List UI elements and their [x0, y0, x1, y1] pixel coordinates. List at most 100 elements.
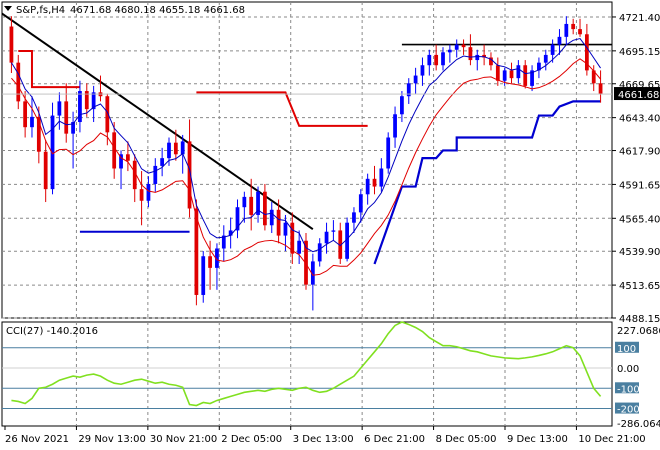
main-pane[interactable] [1, 1, 613, 319]
candle-body [235, 207, 240, 231]
time-tick-label: 30 Nov 21:00 [150, 434, 217, 445]
candle-body [413, 75, 418, 84]
price-tick-label: 4721.40 [619, 13, 660, 24]
candle-body [16, 62, 21, 102]
candle-body [78, 91, 82, 123]
candle-body [317, 243, 322, 262]
candle-body [482, 54, 486, 58]
candle-body [126, 154, 130, 161]
candle-body [310, 261, 315, 285]
candle-body [352, 212, 356, 223]
candle-body [228, 230, 233, 236]
candle-body [571, 23, 576, 30]
candle-body [283, 222, 288, 236]
cci-line [11, 321, 602, 407]
candle-body [249, 196, 254, 215]
price-tick-label: 4695.15 [619, 47, 660, 58]
cci-tick-label: 0.00 [617, 364, 639, 375]
candle-body [180, 141, 185, 155]
candle-body [379, 168, 384, 187]
candle-body [146, 183, 151, 201]
candle-body [242, 196, 247, 208]
price-axis: 4721.40 4695.15 4669.65 4643.40 4617.90 4591.… [2, 13, 660, 325]
candle-body [537, 62, 541, 71]
candle-body [112, 132, 117, 169]
candle-body [263, 191, 267, 226]
candle-body [400, 96, 404, 115]
candle-body [57, 101, 62, 116]
cci-tick-label: 227.0686 [617, 326, 660, 337]
step-lower-line [373, 100, 601, 265]
time-tick-label: 26 Nov 2021 [5, 434, 69, 445]
candle-body [256, 191, 260, 215]
candle-body [153, 165, 158, 184]
ma-slow-line [11, 58, 601, 276]
candle-body [43, 151, 48, 190]
candle-body [208, 256, 212, 268]
candle-body [468, 47, 473, 61]
ma-fast-line [11, 37, 601, 253]
price-tick-label: 4617.90 [619, 147, 660, 158]
candle-body [386, 137, 391, 169]
candle-body [550, 44, 555, 55]
candle-body [215, 248, 219, 268]
candle-body [50, 115, 55, 190]
current-price-label: 4661.68 [618, 90, 659, 101]
candle-body [290, 222, 295, 254]
candle-body [276, 209, 281, 236]
candle-body [201, 256, 206, 295]
step-upper-line [18, 50, 80, 89]
candle-body [84, 91, 89, 110]
candle-body [91, 92, 96, 110]
candle-body [324, 231, 329, 244]
candle-body [105, 96, 110, 133]
candle-body [64, 101, 69, 134]
current-price-box [614, 87, 660, 101]
time-tick-label: 6 Dec 21:00 [364, 434, 425, 445]
candle-body [167, 142, 171, 159]
candle-body [447, 49, 452, 53]
cci-title: CCI(27) -140.2016 [6, 326, 98, 337]
candle-body [427, 54, 432, 66]
cci-pane[interactable]: CCI(27) -140.2016 [1, 321, 613, 427]
chart-header: S&P,fs,H4 4671.68 4680.18 4655.18 4661.6… [4, 5, 245, 16]
candle-body [434, 54, 439, 66]
price-tick-label: 4488.15 [619, 314, 660, 325]
candle-body [36, 116, 41, 152]
price-grid [2, 2, 612, 319]
time-tick-label: 2 Dec 05:00 [221, 434, 282, 445]
candle-body [461, 44, 466, 48]
time-tick-label: 29 Nov 13:00 [78, 434, 145, 445]
candle-body [564, 23, 569, 37]
time-axis: 26 Nov 2021 29 Nov 13:00 30 Nov 21:00 2 Dec… [4, 426, 646, 445]
candle-body [139, 189, 144, 201]
candle-body [578, 29, 582, 35]
candle-body [543, 54, 548, 63]
price-tick-label: 4591.65 [619, 180, 660, 191]
trend-overlays [1, 12, 612, 265]
candle-body [297, 240, 302, 254]
time-tick-label: 3 Dec 13:00 [293, 434, 354, 445]
candle-body [304, 240, 308, 285]
candle-body [420, 65, 425, 76]
candle-body [516, 65, 521, 79]
candle-body [441, 52, 445, 66]
time-tick-label: 10 Dec 21:00 [578, 434, 645, 445]
candle-body [358, 194, 363, 213]
candle-body [406, 83, 411, 97]
candle-body [509, 70, 514, 79]
moving-averages [11, 37, 601, 276]
time-tick-label: 8 Dec 05:00 [436, 434, 497, 445]
candle-body [584, 34, 589, 71]
candle-body [71, 122, 75, 134]
price-tick-label: 4643.40 [619, 114, 660, 125]
candle-body [187, 141, 192, 209]
dropdown-triangle-icon[interactable] [4, 6, 12, 11]
candle-body [173, 142, 178, 155]
candle-body [598, 83, 603, 94]
cci-level-tag [615, 382, 639, 394]
candle-body [132, 160, 137, 190]
candle-body [591, 70, 596, 84]
candle-body [495, 65, 500, 81]
